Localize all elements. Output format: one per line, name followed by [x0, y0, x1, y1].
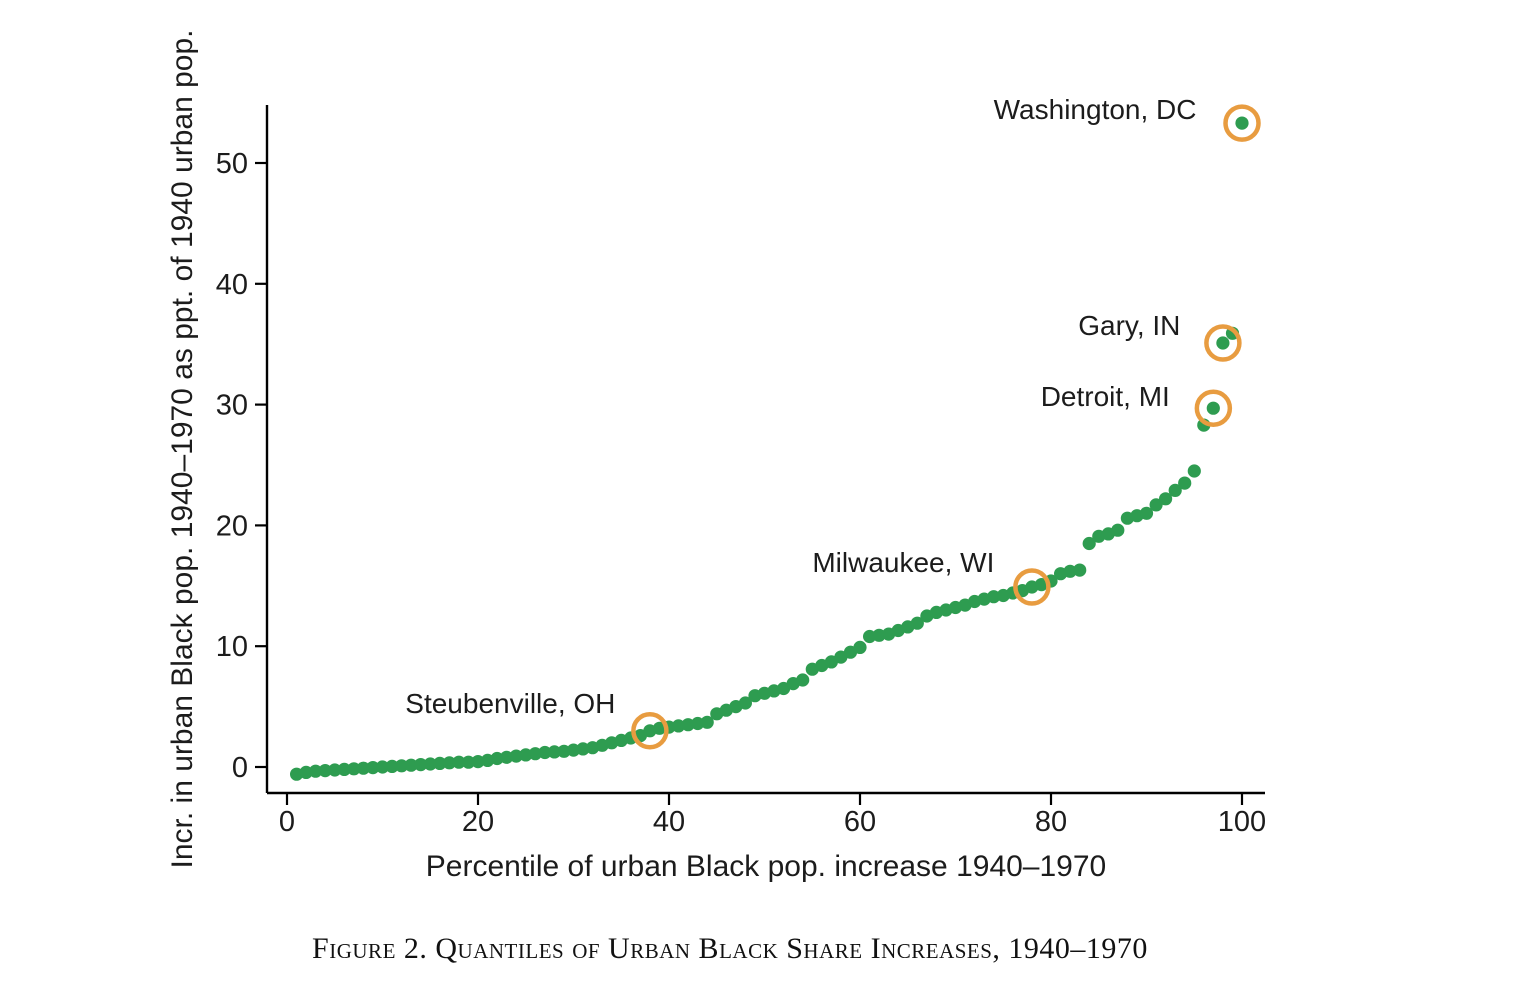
- data-point: [547, 745, 562, 759]
- data-point: [1235, 116, 1249, 130]
- data-points: [290, 116, 1249, 781]
- x-axis-title: Percentile of urban Black pop. increase …: [426, 850, 1106, 883]
- x-tick-label: 0: [279, 806, 295, 838]
- data-point: [375, 760, 390, 774]
- data-point: [385, 759, 399, 774]
- x-tick-label: 100: [1218, 806, 1266, 838]
- data-point: [1159, 492, 1173, 506]
- data-point: [309, 764, 323, 778]
- data-point: [1187, 464, 1201, 478]
- data-point: [576, 742, 590, 756]
- data-point: [1149, 498, 1163, 512]
- highlight-ring: [1223, 104, 1261, 142]
- highlight-ring: [631, 712, 669, 750]
- y-tick-label: 40: [216, 269, 248, 301]
- data-point: [414, 758, 428, 772]
- highlight-ring: [1013, 568, 1051, 606]
- x-axis-ticks: 0 20 40 60 80 100: [279, 793, 1266, 838]
- data-point: [328, 763, 342, 777]
- data-point: [509, 749, 523, 763]
- data-point: [700, 715, 714, 729]
- figure-caption: Figure 2. Quantiles of Urban Black Share…: [312, 932, 1148, 965]
- x-tick-label: 20: [462, 806, 494, 838]
- data-point: [987, 590, 1001, 604]
- data-point: [1111, 523, 1125, 537]
- annotations: Washington, DC Gary, IN Detroit, MI Milwauk…: [405, 94, 1261, 750]
- data-point: [910, 616, 924, 630]
- x-tick-label: 60: [844, 806, 876, 838]
- data-point: [681, 718, 695, 732]
- data-point: [1073, 563, 1087, 577]
- data-point: [442, 756, 456, 770]
- data-point: [337, 762, 351, 777]
- annotation-label: Milwaukee, WI: [812, 547, 994, 578]
- data-point: [500, 750, 514, 764]
- data-point: [471, 755, 485, 769]
- data-point: [461, 755, 476, 769]
- data-point: [538, 745, 552, 760]
- y-tick-label: 20: [216, 510, 248, 542]
- data-point: [671, 719, 686, 733]
- data-point: [1139, 506, 1154, 520]
- y-tick-label: 30: [216, 390, 248, 422]
- highlight-ring: [1194, 389, 1233, 427]
- data-point: [1168, 483, 1182, 497]
- x-tick-label: 40: [653, 806, 685, 838]
- y-tick-label: 50: [216, 148, 248, 180]
- data-point: [853, 640, 867, 655]
- data-point: [872, 628, 886, 642]
- y-tick-label: 0: [232, 752, 248, 784]
- data-point: [423, 757, 437, 771]
- y-axis-ticks: 0 10 20 30 40 50: [216, 148, 267, 784]
- annotation-label: Gary, IN: [1078, 310, 1180, 341]
- scatter-chart: 0 20 40 60 80 100 0 10 20 30 40 50 Washington, DC G…: [166, 30, 1266, 883]
- y-axis-title: Incr. in urban Black pop. 1940–1970 as p…: [166, 30, 199, 869]
- data-point: [1063, 564, 1077, 578]
- data-point: [796, 673, 810, 687]
- data-point: [395, 759, 409, 773]
- annotation-label: Steubenville, OH: [405, 688, 615, 719]
- data-point: [318, 764, 332, 778]
- data-point: [452, 755, 466, 769]
- data-point: [404, 758, 418, 772]
- highlight-ring: [1204, 324, 1242, 362]
- data-point: [356, 761, 370, 775]
- annotation-label: Detroit, MI: [1041, 381, 1170, 412]
- data-point: [366, 761, 380, 775]
- data-point: [1082, 536, 1096, 551]
- data-point: [1206, 401, 1220, 415]
- y-tick-label: 10: [216, 631, 248, 663]
- data-point: [1178, 476, 1192, 490]
- data-point: [738, 696, 753, 710]
- data-point: [433, 756, 447, 771]
- x-tick-label: 80: [1035, 806, 1067, 838]
- data-point: [528, 747, 542, 761]
- data-point: [347, 762, 361, 776]
- data-point: [1216, 336, 1230, 350]
- annotation-label: Washington, DC: [994, 94, 1197, 125]
